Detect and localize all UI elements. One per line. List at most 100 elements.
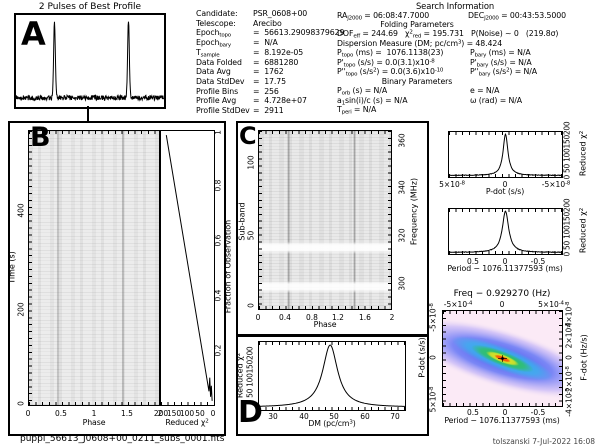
period-xtick: -0.5 <box>530 257 546 266</box>
c-freq-tick: 320 <box>397 228 407 243</box>
d-bottom-ticks <box>259 407 405 410</box>
colormap-bottom-tick: -0.5 <box>530 408 546 417</box>
pdot-curve <box>449 132 562 177</box>
d-y-axis-label: Reduced χ2 <box>235 352 245 399</box>
c-xtick: 1.2 <box>332 312 344 322</box>
c-xtick: 0.8 <box>306 312 318 322</box>
fraction-tick: 1 <box>213 130 223 135</box>
colormap-left-tick: 0 <box>428 355 438 360</box>
info-row: Data Folded = 6881280 <box>196 57 299 67</box>
panel-b-letter: B <box>30 122 51 153</box>
dm-curve <box>259 342 405 410</box>
info-row: Profile Bins = 256 <box>196 86 279 96</box>
tperi-value: Tperi = N/A <box>337 105 377 116</box>
omega-value: ω (rad) = N/A <box>470 95 523 105</box>
b-ytick-400: 400 <box>16 203 26 218</box>
info-row: Data Avg = 1762 <box>196 67 284 77</box>
asini-value: a1sin(i)/c (s) = N/A <box>337 95 408 107</box>
colormap-right-axis-label: F-dot (Hz/s) <box>579 334 589 381</box>
folding-params-header: Folding Parameters <box>380 20 454 29</box>
chi2-fraction-curve <box>161 131 214 405</box>
binary-params-header: Binary Parameters <box>381 76 453 86</box>
info-row: Telescope: Arecibo <box>196 18 282 28</box>
period-right-tick-column: 0 50 100150200 <box>562 198 572 256</box>
chi2-vs-pdot-plot <box>448 131 563 178</box>
pdot-bary: P'bary (s/s) = N/A <box>470 57 532 69</box>
chi2-xtick: 100 <box>179 409 195 418</box>
c-bottom-ticks <box>259 306 391 309</box>
colormap-top-tick: -5×10-4 <box>443 299 473 309</box>
c-right-axis-label: Frequency (MHz) <box>409 177 419 246</box>
panel-c-letter: C <box>239 122 257 150</box>
b-xtick: 0 <box>25 409 31 418</box>
pdot-xtick: 0 <box>502 180 508 189</box>
info-row: Candidate: PSR_0608+00 <box>196 9 308 18</box>
c-xtick: 0 <box>255 312 261 322</box>
b-left-ticks <box>29 131 32 405</box>
b-xtick: 0.5 <box>55 409 67 418</box>
chi2-vs-period-plot <box>448 208 563 255</box>
d-x-axis-label: DM (pc/cm3) <box>308 419 356 428</box>
period-x-axis-label: Period − 1076.11377593 (ms) <box>447 263 563 273</box>
fraction-tick: 0.2 <box>213 344 223 357</box>
panel-d-letter: D <box>238 395 263 430</box>
b-ytick-200: 200 <box>16 302 26 317</box>
b-xtick: 1.5 <box>121 409 133 418</box>
pdot-bottom-ticks <box>449 174 562 177</box>
d-xtick: 50 <box>329 412 339 421</box>
pddot-bary: P''bary (s/s2) = N/A <box>470 67 537 78</box>
c-freq-tick: 300 <box>397 276 407 291</box>
chi2-vs-dm-plot <box>258 341 406 411</box>
c-subband-tick: 100 <box>246 155 256 170</box>
info-row: Profile StdDev = 2911 <box>196 106 284 115</box>
chi2-x-axis-label: Reduced χ2 <box>165 418 209 427</box>
colormap-bottom-label: Period − 1076.11377593 (ms) <box>444 415 560 425</box>
fraction-tick: 0.6 <box>213 234 223 247</box>
c-x-axis-label: Phase <box>313 320 337 329</box>
best-solution-dot <box>501 357 504 360</box>
chi2-vs-fraction-plot <box>160 130 215 406</box>
c-left-ticks <box>259 131 262 309</box>
b-y-axis-label: Time (s) <box>7 251 17 284</box>
pdot-xtick: 5×10-8 <box>439 180 465 189</box>
period-bottom-ticks <box>449 251 562 254</box>
info-row: Epochbary = N/A <box>196 38 278 49</box>
chi2-bottom-ticks <box>161 402 214 405</box>
pddot-topo: P''topo (s/s2) = 0.0(3.6)x10-10 <box>337 67 444 78</box>
d-ytick-column: 0 50 100150200 <box>245 346 255 405</box>
chi2-xtick: 150 <box>166 409 182 418</box>
page-title: 2 Pulses of Best Profile <box>38 2 142 12</box>
colormap-left-axis-label: P-dot (s/s) <box>417 337 427 378</box>
c-freq-tick: 340 <box>397 180 407 195</box>
b-top-ticks <box>29 131 159 134</box>
chi2-xtick: 0 <box>210 409 216 418</box>
pdot-fdot-colormap <box>442 310 563 407</box>
pdot-topo: P'topo (s/s) = 0.0(3.1)x10-8 <box>337 57 435 69</box>
c-xtick: 1.6 <box>359 312 371 322</box>
search-info-title: Search Information <box>415 1 495 11</box>
subband-phase-grayscale <box>258 130 392 310</box>
period-xtick: 0.5 <box>467 257 479 266</box>
colormap-bottom-tickmarks <box>443 403 562 406</box>
b-x-axis-label: Phase <box>82 418 106 427</box>
ra-value: RAJ2000 = 06:08:47.7000 <box>337 10 430 22</box>
period-right-axis-label: Reduced χ2 <box>578 207 588 254</box>
pulse-profile-curve <box>16 15 164 107</box>
b-xtick: 2 <box>157 409 163 418</box>
c-left-axis-label: Sub-band <box>237 202 247 241</box>
dec-value: DECJ2000 = 00:43:53.5000 <box>468 10 566 22</box>
panel-a-letter: A <box>21 15 46 53</box>
period-curve <box>449 209 562 254</box>
fraction-tick: 0.4 <box>213 289 223 302</box>
dof-line: DOFeff = 244.69 χ2red = 195.731 P(Noise)… <box>337 29 559 40</box>
colormap-left-tickmarks <box>443 311 446 406</box>
c-subband-tick: 50 <box>246 230 256 241</box>
d-xtick: 70 <box>390 412 400 421</box>
time-phase-grayscale <box>28 130 160 406</box>
ecc-value: e = N/A <box>470 86 500 95</box>
chi2-xtick: 50 <box>195 409 205 418</box>
info-row: Profile Avg = 4.728e+07 <box>196 96 307 106</box>
p-topo: Ptopo (ms) = 1076.1138(23) <box>337 48 444 59</box>
colormap-bottom-tick: 0.5 <box>467 408 479 417</box>
colormap-left-tick: -5×10-8 <box>428 303 438 332</box>
